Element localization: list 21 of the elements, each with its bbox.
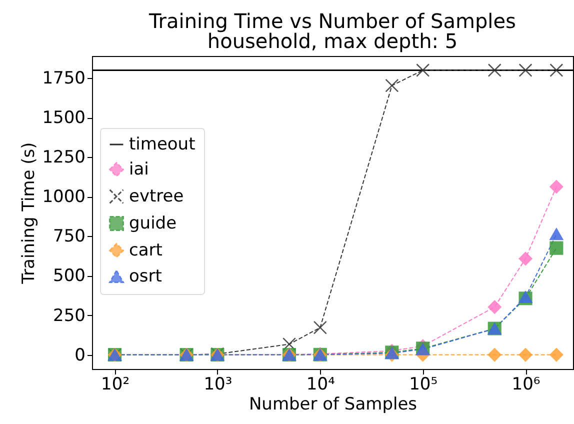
x-tick-label: 10⁶ [512, 374, 540, 394]
x-tick-label: 10³ [204, 374, 232, 394]
x-tick-label: 10² [101, 374, 130, 394]
y-tick-label: 750 [53, 226, 86, 247]
y-tick-label: 500 [53, 266, 86, 286]
y-tick-label: 1250 [42, 148, 86, 168]
y-tick-label: 1750 [42, 68, 86, 89]
x-tick-label: 10⁴ [306, 374, 336, 394]
y-axis-title: Training Time (s) [19, 142, 40, 285]
x-tick-label: 10⁵ [409, 374, 438, 394]
y-tick-label: 1500 [42, 108, 86, 128]
legend-label: timeout [129, 134, 196, 154]
legend-label: cart [129, 240, 163, 260]
legend-label: iai [129, 160, 149, 180]
legend-label: guide [129, 214, 177, 234]
x-axis-title: Number of Samples [248, 394, 418, 414]
y-tick-label: 1000 [42, 187, 86, 208]
legend-label: evtree [129, 186, 184, 206]
y-tick-label: 0 [74, 345, 86, 366]
legend-label: osrt [129, 266, 162, 286]
y-tick-label: 250 [53, 306, 86, 326]
